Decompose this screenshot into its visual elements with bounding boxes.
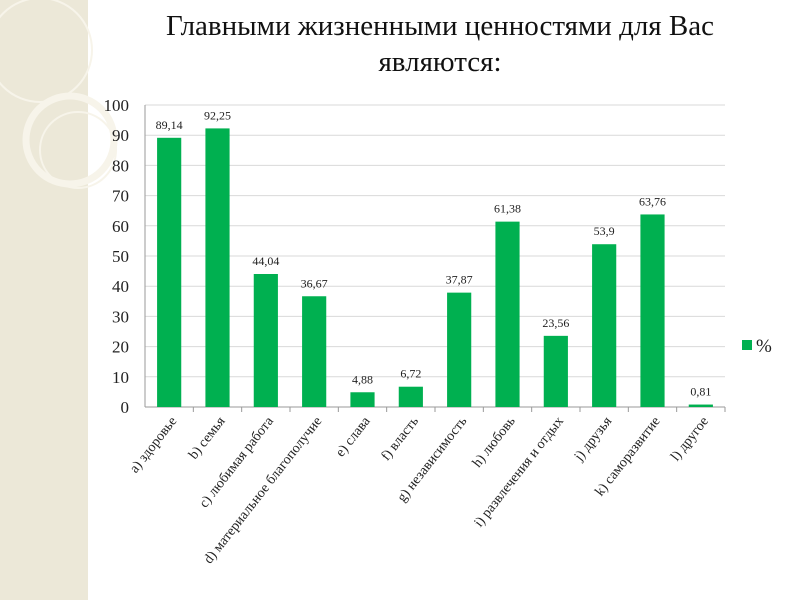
x-tick-label: j) друзья	[571, 414, 615, 465]
data-label: 36,67	[301, 276, 328, 290]
x-tick-label: e) слава	[333, 414, 374, 460]
y-tick-label: 50	[112, 247, 129, 266]
bar	[495, 221, 520, 407]
data-label: 6,72	[400, 367, 421, 381]
x-tick-label: b) семья	[186, 414, 229, 463]
data-label: 53,9	[594, 224, 615, 238]
data-label: 23,56	[542, 316, 569, 330]
legend-label: %	[756, 336, 772, 357]
x-tick-label: h) любовь	[470, 414, 519, 470]
x-tick-label: i) развлечения и отдых	[472, 414, 567, 530]
bar	[157, 137, 182, 408]
x-tick-label: a) здоровье	[127, 414, 180, 476]
bar	[398, 386, 423, 407]
y-tick-label: 100	[104, 96, 130, 115]
data-label: 4,88	[352, 372, 373, 386]
data-label: 61,38	[494, 202, 521, 216]
bar	[688, 404, 713, 407]
data-label: 63,76	[639, 194, 666, 208]
y-tick-label: 60	[112, 217, 129, 236]
decor-ring	[39, 111, 117, 189]
bar	[350, 392, 375, 407]
data-label: 92,25	[204, 108, 231, 122]
bar	[640, 214, 665, 407]
y-tick-label: 90	[112, 126, 129, 145]
y-tick-label: 40	[112, 277, 129, 296]
bar	[543, 335, 568, 407]
bar	[253, 273, 278, 407]
data-label: 37,87	[446, 273, 473, 287]
y-tick-label: 70	[112, 187, 129, 206]
x-tick-label: l) другое	[668, 414, 712, 464]
bar	[302, 296, 327, 407]
data-label: 0,81	[690, 385, 711, 399]
decor-ring	[0, 0, 93, 103]
y-tick-label: 30	[112, 307, 129, 326]
bar	[205, 128, 230, 407]
chart-title: Главными жизненными ценностями для Вас я…	[166, 10, 714, 78]
left-decor-band	[0, 0, 88, 600]
y-tick-label: 80	[112, 156, 129, 175]
bar	[447, 292, 472, 407]
x-tick-label: f) власть	[379, 414, 422, 464]
data-label: 89,14	[156, 118, 183, 132]
bar	[592, 244, 617, 407]
y-tick-label: 0	[121, 398, 130, 417]
legend-swatch	[742, 340, 752, 350]
y-tick-label: 20	[112, 338, 129, 357]
data-label: 44,04	[252, 254, 279, 268]
y-tick-label: 10	[112, 368, 129, 387]
